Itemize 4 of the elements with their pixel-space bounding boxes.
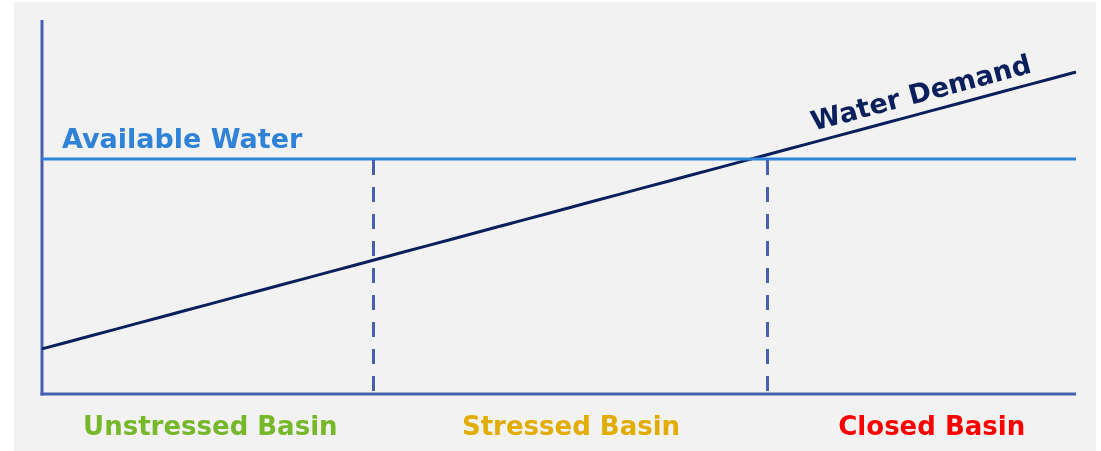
x-tick-label: Stressed Basin <box>461 411 681 442</box>
series-label: Available Water <box>62 122 304 154</box>
x-tick-label: Closed Basin <box>838 411 1026 442</box>
x-tick-label: Unstressed Basin <box>83 411 338 442</box>
